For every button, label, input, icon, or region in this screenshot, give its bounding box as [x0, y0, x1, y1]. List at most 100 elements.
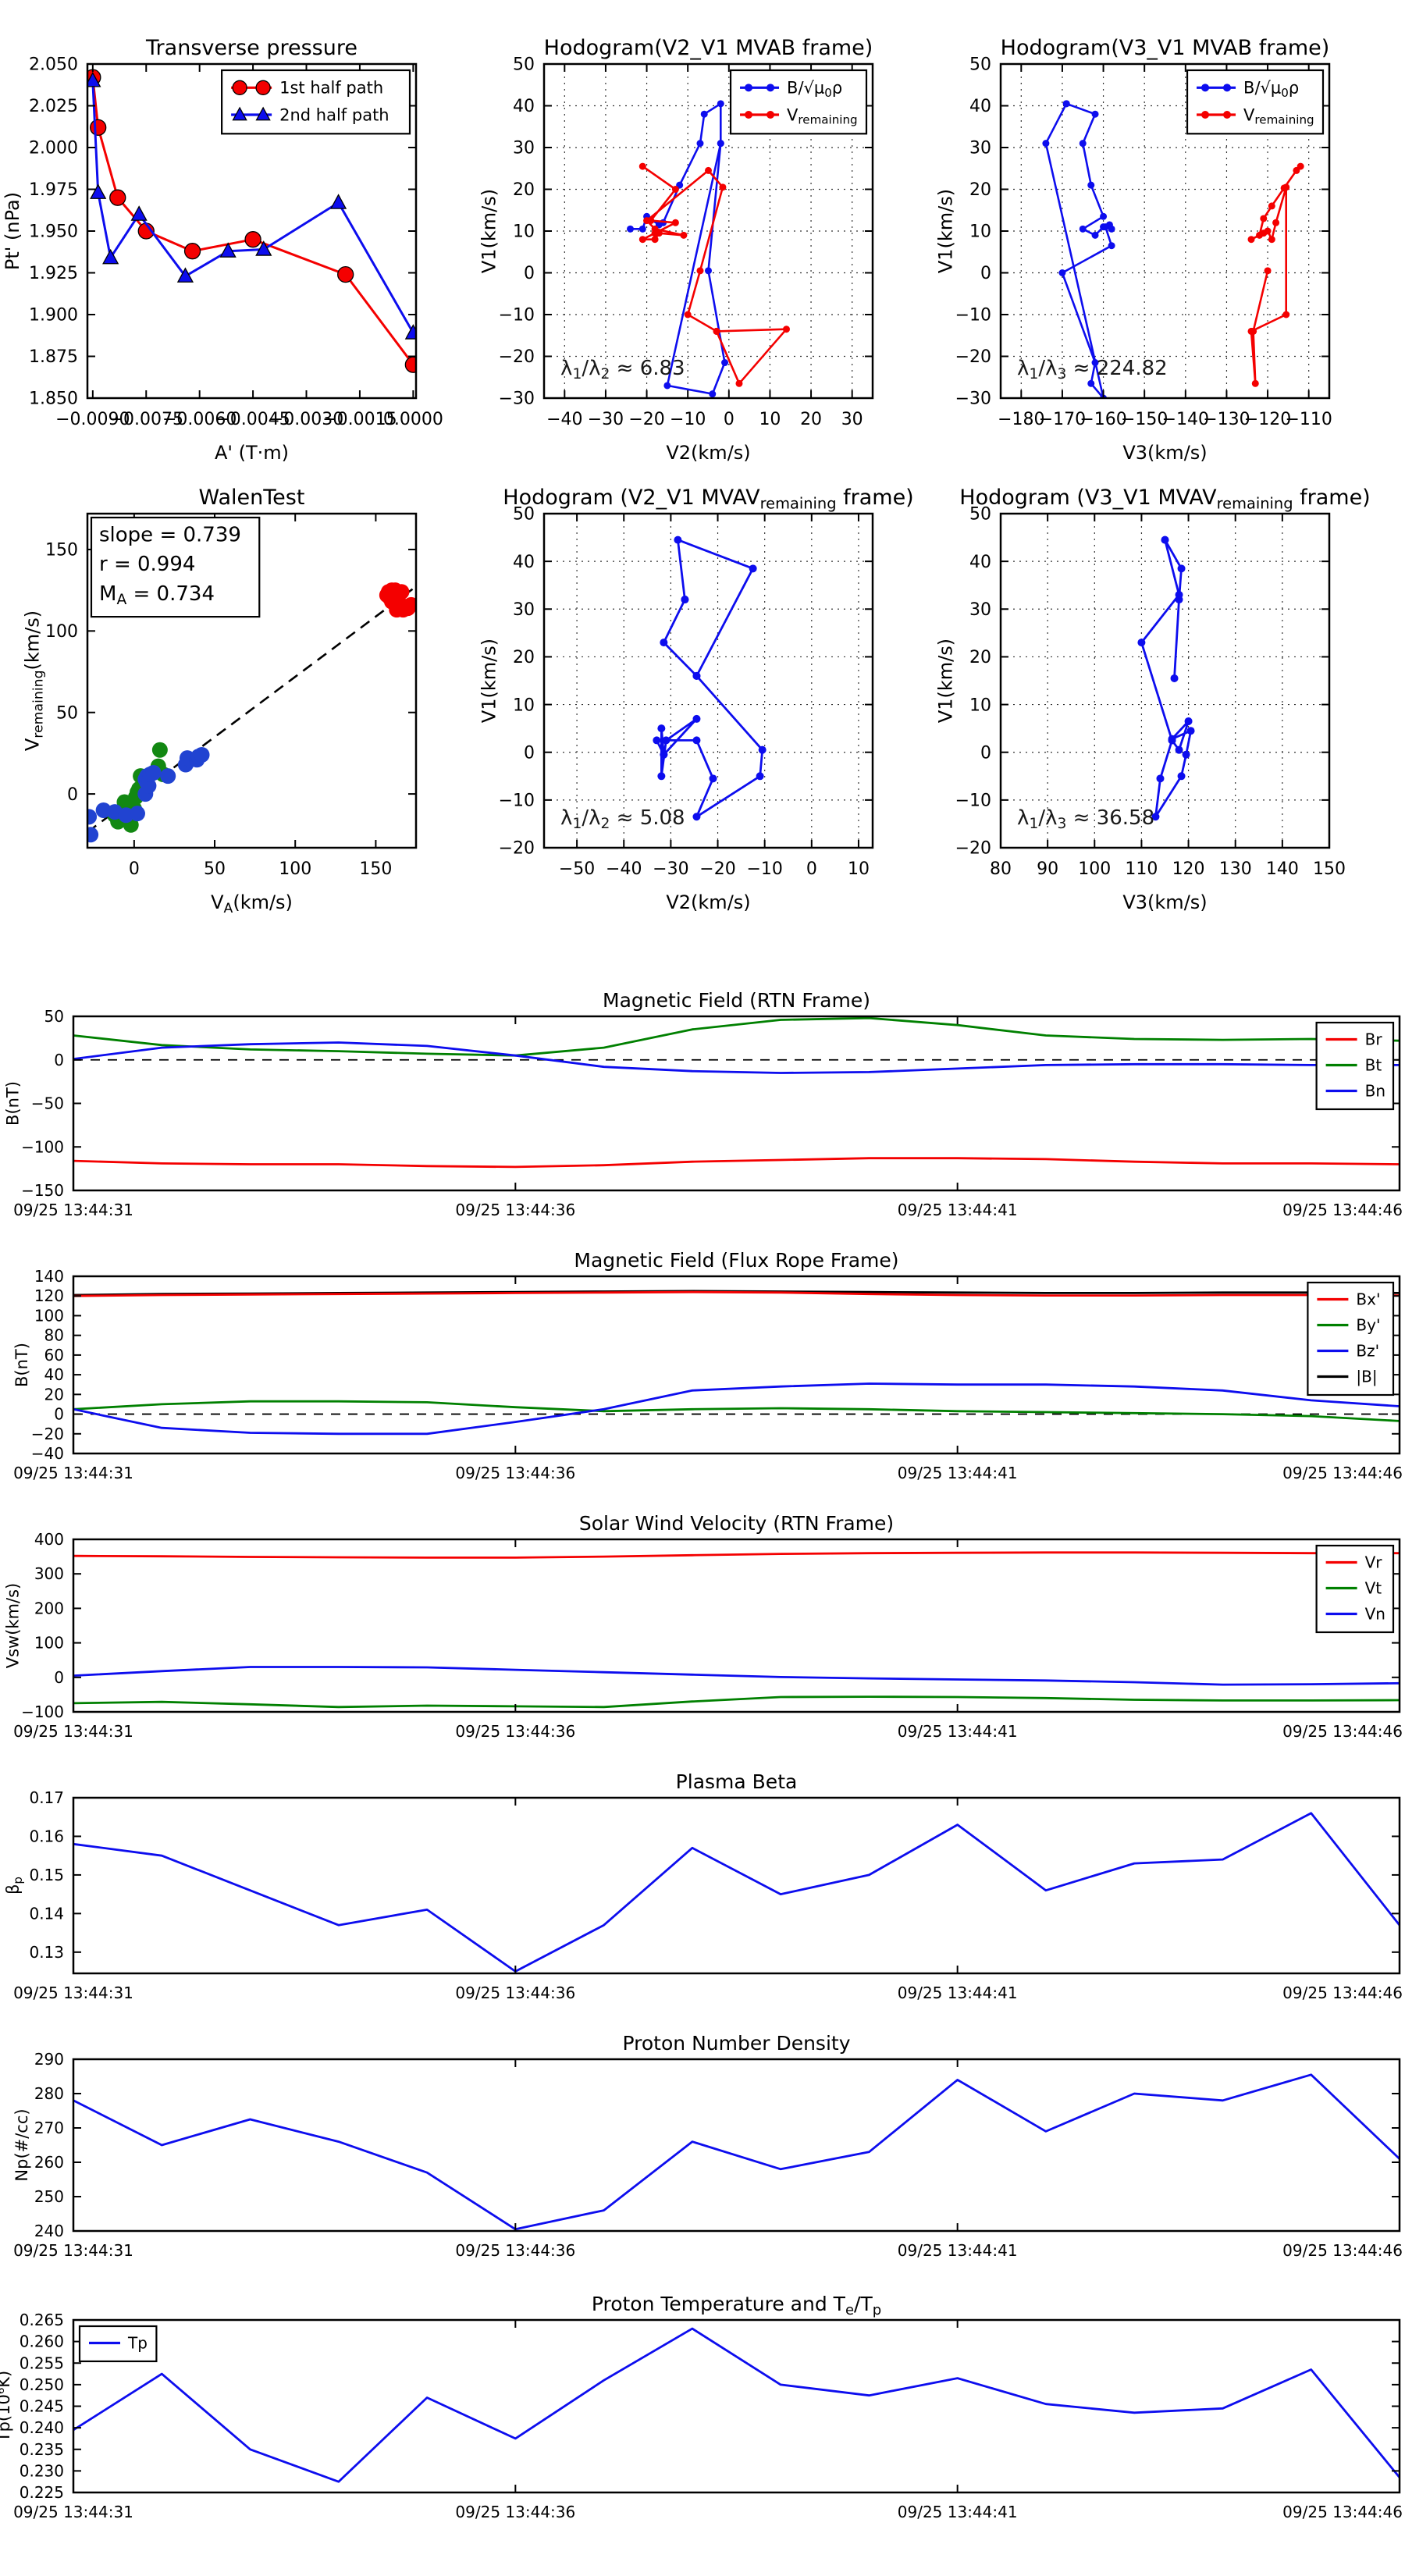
svg-text:−170: −170	[1039, 410, 1086, 429]
svg-text:120: 120	[1172, 859, 1205, 879]
svg-text:−130: −130	[1203, 410, 1250, 429]
svg-text:−160: −160	[1080, 410, 1126, 429]
svg-text:−10: −10	[499, 792, 535, 811]
svg-text:Solar Wind Velocity (RTN Frame: Solar Wind Velocity (RTN Frame)	[579, 1512, 894, 1535]
svg-text:−0.0045: −0.0045	[215, 410, 290, 429]
svg-text:09/25 13:44:41: 09/25 13:44:41	[898, 1984, 1018, 2002]
svg-text:10: 10	[969, 222, 991, 242]
svg-text:−100: −100	[21, 1137, 64, 1156]
svg-text:−100: −100	[21, 1703, 64, 1721]
svg-text:100: 100	[34, 1306, 64, 1325]
svg-text:140: 140	[1266, 859, 1299, 879]
svg-text:−0.0090: −0.0090	[55, 410, 130, 429]
svg-text:40: 40	[513, 553, 535, 572]
svg-text:B/√μ0ρ: B/√μ0ρ	[787, 79, 842, 100]
svg-text:400: 400	[34, 1530, 64, 1549]
svg-text:260: 260	[34, 2153, 64, 2172]
svg-text:Hodogram (V2_V1 MVAVremaining: Hodogram (V2_V1 MVAVremaining frame)	[503, 486, 913, 512]
svg-text:0: 0	[524, 743, 535, 763]
svg-text:80: 80	[990, 859, 1012, 879]
svg-text:2.000: 2.000	[29, 139, 78, 158]
svg-text:V1(km/s): V1(km/s)	[935, 189, 957, 273]
svg-text:2.050: 2.050	[29, 55, 78, 75]
svg-text:−0.0075: −0.0075	[109, 410, 183, 429]
svg-text:40: 40	[969, 553, 991, 572]
svg-text:150: 150	[1313, 859, 1346, 879]
svg-text:1.925: 1.925	[29, 264, 78, 283]
svg-text:Vn: Vn	[1365, 1605, 1385, 1624]
svg-text:30: 30	[513, 139, 535, 158]
svg-text:60: 60	[44, 1346, 64, 1364]
svg-text:100: 100	[34, 1634, 64, 1653]
svg-text:−20: −20	[955, 839, 991, 859]
svg-text:1.875: 1.875	[29, 347, 78, 367]
svg-text:50: 50	[969, 55, 991, 75]
svg-text:λ1/λ3 ≈ 36.58: λ1/λ3 ≈ 36.58	[1017, 806, 1154, 832]
svg-text:V3(km/s): V3(km/s)	[1122, 891, 1207, 913]
svg-text:A' (T·m): A' (T·m)	[215, 442, 289, 464]
svg-text:−120: −120	[1244, 410, 1291, 429]
svg-text:50: 50	[204, 859, 226, 879]
svg-text:110: 110	[1125, 859, 1158, 879]
svg-text:slope = 0.739: slope = 0.739	[99, 523, 241, 546]
svg-text:0: 0	[129, 859, 140, 879]
svg-text:0.245: 0.245	[20, 2397, 64, 2416]
svg-text:250: 250	[34, 2187, 64, 2206]
svg-text:0.225: 0.225	[20, 2483, 64, 2502]
svg-text:Bx': Bx'	[1356, 1290, 1380, 1309]
svg-text:V1(km/s): V1(km/s)	[935, 639, 957, 723]
chart-solar-wind-velocity: 09/25 13:44:31 09/25 13:44:36 09/25 13:44:…	[4, 1512, 1403, 1741]
svg-text:20: 20	[969, 648, 991, 667]
svg-text:−20: −20	[955, 347, 991, 367]
svg-text:1st half path: 1st half path	[279, 79, 383, 98]
svg-text:100: 100	[45, 622, 78, 642]
svg-text:09/25 13:44:36: 09/25 13:44:36	[455, 2503, 575, 2521]
svg-text:1.950: 1.950	[29, 222, 78, 242]
svg-text:09/25 13:44:46: 09/25 13:44:46	[1282, 1722, 1403, 1741]
svg-text:Hodogram(V3_V1 MVAB frame): Hodogram(V3_V1 MVAB frame)	[1001, 36, 1330, 60]
svg-text:120: 120	[34, 1286, 64, 1305]
svg-text:Hodogram(V2_V1 MVAB frame): Hodogram(V2_V1 MVAB frame)	[544, 36, 873, 60]
svg-text:30: 30	[969, 600, 991, 620]
svg-text:0.13: 0.13	[29, 1943, 64, 1962]
svg-text:r = 0.994: r = 0.994	[99, 553, 195, 576]
svg-text:20: 20	[513, 648, 535, 667]
svg-text:0: 0	[980, 264, 991, 283]
svg-text:V1(km/s): V1(km/s)	[478, 639, 500, 723]
svg-text:0: 0	[980, 743, 991, 763]
svg-text:0.16: 0.16	[29, 1827, 64, 1845]
svg-text:40: 40	[969, 97, 991, 116]
svg-text:0.17: 0.17	[29, 1788, 64, 1807]
svg-text:−10: −10	[955, 792, 991, 811]
chart-hodogram-v2v1-mvab: −40 −30 −20 −10 0 10 20 30−30−20−1001020304050H…	[478, 36, 874, 464]
chart-magnetic-field-rtn: 09/25 13:44:31 09/25 13:44:36 09/25 13:44:…	[4, 989, 1403, 1219]
svg-text:1.850: 1.850	[29, 390, 78, 409]
chart-magnetic-field-flux-rope: 09/25 13:44:31 09/25 13:44:36 09/25 13:44:…	[12, 1249, 1403, 1482]
svg-text:100: 100	[1078, 859, 1111, 879]
svg-text:0: 0	[524, 264, 535, 283]
svg-text:50: 50	[44, 1007, 64, 1026]
svg-text:09/25 13:44:46: 09/25 13:44:46	[1282, 1201, 1403, 1219]
svg-text:Tp(10⁶K): Tp(10⁶K)	[0, 2371, 13, 2443]
svg-text:WalenTest: WalenTest	[199, 486, 305, 510]
svg-text:−20: −20	[699, 859, 735, 879]
chart-transverse-pressure: −0.0090−0.0075−0.0060−0.0045−0.0030−0.00…	[2, 36, 443, 464]
svg-text:Bz': Bz'	[1356, 1342, 1379, 1361]
svg-text:−140: −140	[1162, 410, 1209, 429]
svg-text:0.255: 0.255	[20, 2354, 64, 2372]
svg-text:0.235: 0.235	[20, 2440, 64, 2459]
svg-text:10: 10	[759, 410, 781, 429]
svg-text:−180: −180	[998, 410, 1044, 429]
svg-text:09/25 13:44:31: 09/25 13:44:31	[13, 2503, 133, 2521]
svg-text:280: 280	[34, 2084, 64, 2103]
svg-text:−10: −10	[670, 410, 706, 429]
svg-text:VA(km/s): VA(km/s)	[211, 891, 293, 916]
svg-text:−20: −20	[31, 1425, 64, 1443]
svg-text:150: 150	[45, 541, 78, 560]
svg-text:By': By'	[1356, 1316, 1380, 1335]
svg-text:−30: −30	[588, 410, 624, 429]
svg-text:Proton Number Density: Proton Number Density	[623, 2032, 851, 2055]
chart-hodogram-v3v1-mvab: −180−170−160−150−140−130−120−110 −30 −20 −1…	[935, 36, 1332, 464]
svg-text:1.900: 1.900	[29, 306, 78, 326]
